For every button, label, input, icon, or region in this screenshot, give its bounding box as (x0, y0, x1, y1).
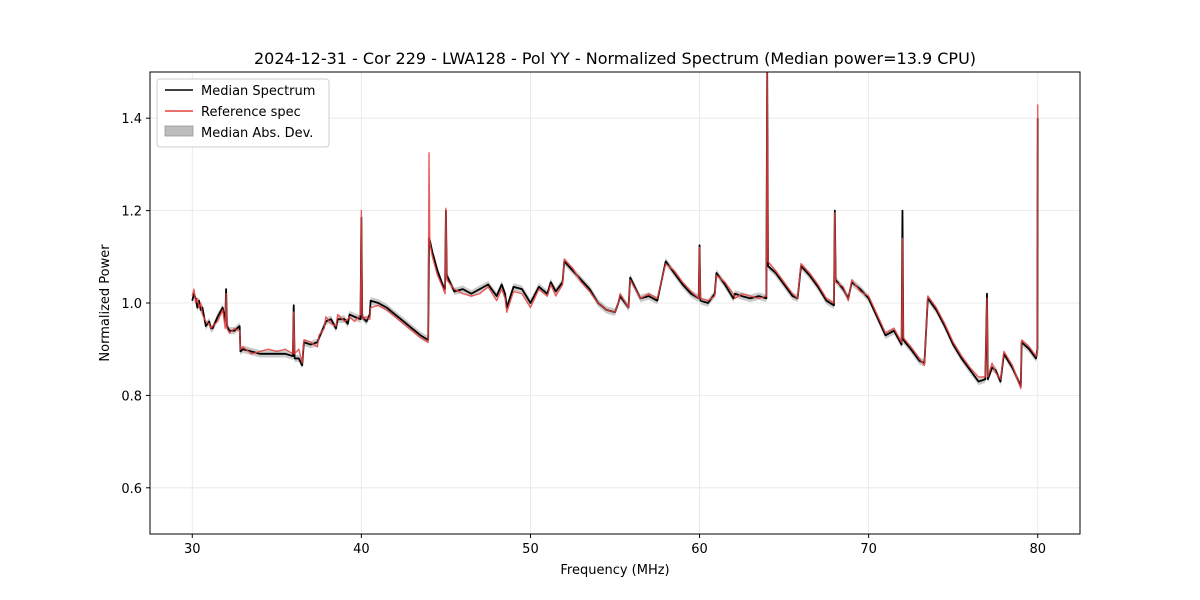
legend-mad-label: Median Abs. Dev. (201, 126, 313, 141)
legend-reference-label: Reference spec (201, 105, 301, 120)
y-tick-label: 0.8 (121, 389, 142, 404)
y-tick-label: 1.2 (121, 205, 142, 220)
x-tick-label: 30 (184, 542, 201, 557)
legend-frame (156, 78, 330, 148)
y-tick-label: 1.0 (121, 297, 142, 312)
legend: Median Spectrum Reference spec Median Ab… (156, 78, 330, 148)
x-tick-label: 60 (691, 542, 708, 557)
y-axis-label: Normalized Power (98, 244, 113, 362)
reference-spec-line (191, 72, 1039, 390)
x-tick-label: 70 (860, 542, 877, 557)
x-tick-label: 40 (353, 542, 370, 557)
x-tick-label: 80 (1029, 542, 1046, 557)
x-axis-label: Frequency (MHz) (560, 563, 669, 578)
chart-title: 2024-12-31 - Cor 229 - LWA128 - Pol YY -… (254, 49, 976, 68)
legend-median-label: Median Spectrum (201, 84, 315, 99)
y-tick-label: 0.6 (121, 482, 142, 497)
y-axis-ticks: 0.6 0.8 1.0 1.2 1.4 (121, 112, 150, 497)
series-layer (191, 72, 1039, 390)
legend-mad-swatch (164, 125, 194, 137)
x-axis-ticks: 30 40 50 60 70 80 (184, 534, 1046, 557)
y-tick-label: 1.4 (121, 112, 142, 127)
x-tick-label: 50 (522, 542, 539, 557)
